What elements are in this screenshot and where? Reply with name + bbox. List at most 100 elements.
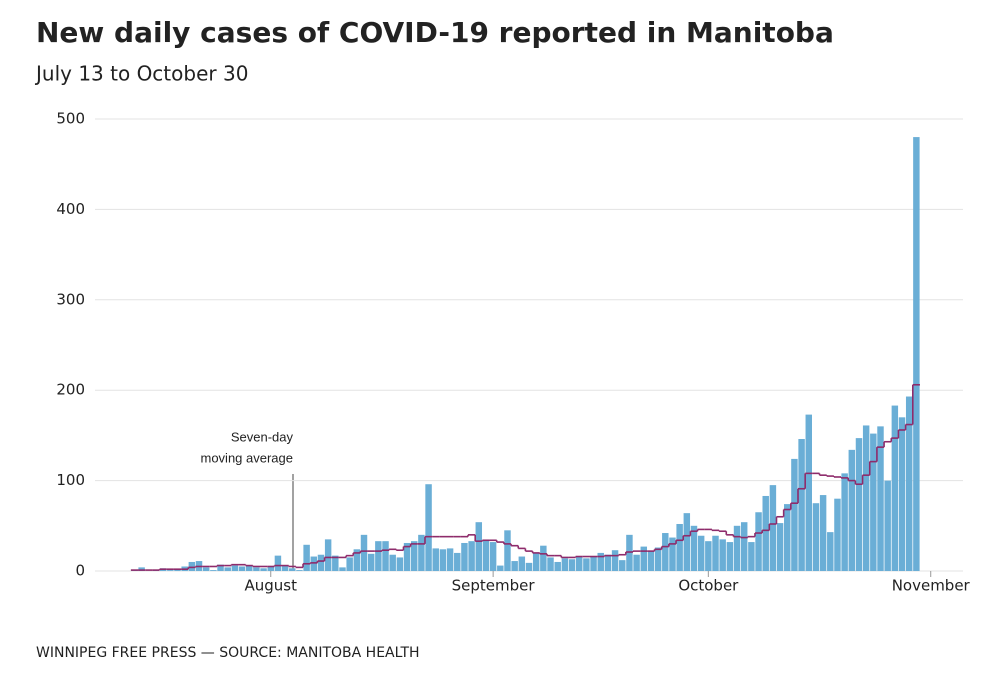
bar (654, 547, 662, 571)
bar (224, 567, 231, 571)
bar (425, 484, 432, 571)
bar (454, 552, 461, 571)
bar (913, 137, 920, 571)
bar (497, 565, 504, 571)
bar (575, 556, 583, 571)
bar (310, 556, 318, 571)
bar (403, 542, 411, 571)
bar (690, 525, 698, 571)
bar (697, 535, 705, 571)
bar (317, 554, 325, 571)
bar (755, 512, 762, 571)
bar (274, 555, 282, 571)
bar (418, 534, 425, 571)
bar (676, 523, 683, 571)
bar (798, 439, 805, 571)
x-tick-label: September (452, 577, 536, 595)
bar (805, 414, 812, 571)
bar (210, 570, 217, 571)
bar (217, 564, 224, 571)
bar (446, 548, 454, 571)
y-tick-label: 400 (56, 200, 85, 218)
bar (898, 417, 906, 571)
bar (877, 426, 884, 571)
bar (532, 552, 540, 571)
bar (382, 541, 389, 571)
bar (633, 554, 640, 571)
bar (375, 541, 382, 571)
bar (504, 530, 511, 571)
bar (461, 542, 468, 571)
bar (511, 561, 518, 571)
bar (360, 534, 368, 571)
bar (475, 522, 483, 571)
bar (683, 513, 691, 571)
y-tick-label: 500 (56, 110, 85, 128)
bar (891, 405, 899, 571)
bar (884, 480, 891, 571)
bar (346, 557, 353, 571)
bar (324, 539, 332, 571)
bar (834, 498, 841, 571)
y-tick-label: 0 (75, 562, 85, 580)
bar (662, 533, 669, 571)
annotation: Seven-day (231, 429, 294, 444)
bar (174, 569, 181, 571)
bar (740, 522, 748, 571)
bar (554, 561, 561, 571)
x-tick-label: October (678, 577, 739, 595)
bar (396, 557, 404, 571)
bar (389, 554, 396, 571)
bar (267, 566, 274, 571)
bar (827, 532, 834, 571)
bar (188, 561, 196, 571)
bar (819, 495, 827, 571)
bar (611, 550, 619, 571)
bar (540, 545, 547, 571)
y-tick-label: 200 (56, 381, 85, 399)
bar (367, 553, 375, 571)
bar (597, 552, 604, 571)
bar (784, 504, 791, 571)
bar (604, 554, 612, 571)
bar (626, 534, 633, 571)
x-tick-label: August (245, 577, 298, 595)
bar (791, 458, 798, 571)
bar (719, 539, 726, 571)
bar (733, 525, 741, 571)
bar (705, 541, 712, 571)
bar (410, 541, 418, 571)
bar (253, 567, 260, 571)
bar (712, 535, 719, 571)
bar (238, 566, 246, 571)
bar (525, 562, 533, 571)
bar (748, 542, 755, 571)
chart-subtitle: July 13 to October 30 (34, 62, 248, 86)
bar (619, 560, 626, 571)
bar (432, 548, 439, 571)
bar (353, 549, 361, 571)
bar (647, 551, 655, 571)
chart-title: New daily cases of COVID-19 reported in … (36, 16, 834, 49)
bar (260, 568, 267, 571)
bar (841, 473, 848, 571)
annotation: moving average (201, 450, 294, 465)
bar (769, 485, 777, 571)
bar (547, 557, 554, 571)
bar (855, 438, 863, 571)
bar (812, 503, 820, 571)
bar (339, 567, 346, 571)
bar (439, 549, 447, 571)
bar (590, 556, 597, 571)
bar (905, 396, 913, 571)
bar (762, 495, 769, 571)
bar (568, 559, 576, 571)
bar (296, 570, 303, 571)
source-note: WINNIPEG FREE PRESS — SOURCE: MANITOBA H… (36, 645, 420, 661)
bar (332, 555, 339, 571)
bar (202, 567, 210, 571)
y-tick-label: 300 (56, 290, 85, 308)
x-tick-label: November (892, 577, 971, 595)
bar (561, 558, 569, 571)
bar (289, 568, 296, 571)
